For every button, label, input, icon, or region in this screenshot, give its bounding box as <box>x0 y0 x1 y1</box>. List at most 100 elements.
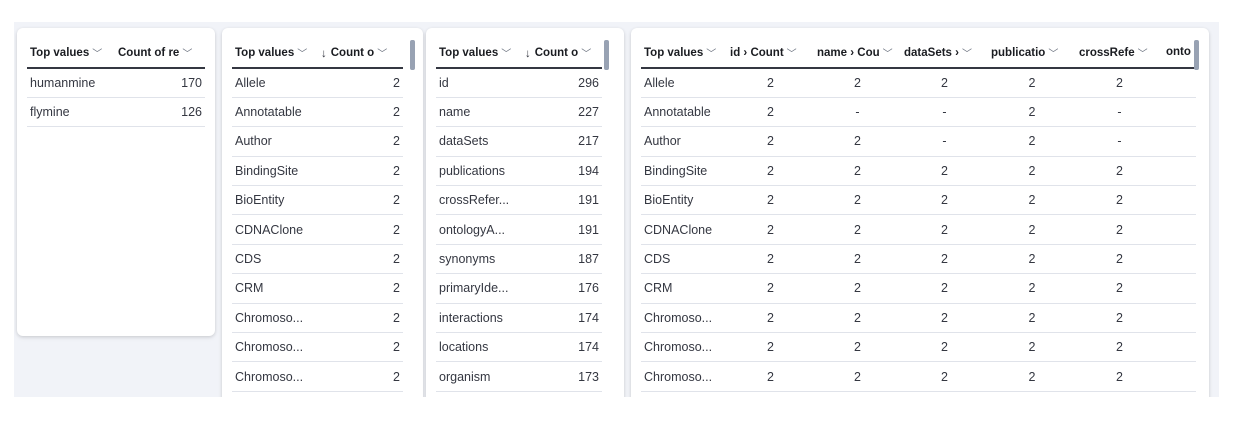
chevron-down-icon[interactable]: ﹀ <box>297 48 308 60</box>
cell-ontology-count <box>1163 156 1196 187</box>
cell-name-count: 2 <box>814 214 901 245</box>
chevron-down-icon[interactable]: ﹀ <box>377 48 388 60</box>
chevron-down-icon[interactable]: ﹀ <box>581 48 592 60</box>
column-header-ontology-count[interactable]: onto <box>1163 37 1196 69</box>
cell-datasets-count: 2 <box>901 244 988 275</box>
column-header-publications-count[interactable]: publicatio ﹀ <box>988 37 1076 69</box>
chevron-down-icon[interactable]: ﹀ <box>182 48 193 60</box>
column-header-top-values[interactable]: Top values ﹀ <box>641 37 727 69</box>
column-header-label: crossRefe <box>1079 47 1135 60</box>
chevron-down-icon[interactable]: ﹀ <box>1048 48 1059 60</box>
chevron-down-icon[interactable]: ﹀ <box>501 48 512 60</box>
cell-id-count: 2 <box>727 303 814 334</box>
cell-name-count: 2 <box>814 361 901 392</box>
cell-name-count: 2 <box>814 126 901 157</box>
datatable-panel-3: Top values ﹀ ↓ Count o ﹀ id 296 name 227 data… <box>426 28 624 397</box>
column-header-crossreferences-count[interactable]: crossRefe ﹀ <box>1076 37 1163 69</box>
cell-name-count: - <box>814 97 901 128</box>
cell-value: Annotatable <box>641 97 727 128</box>
cell-datasets-count: 2 <box>901 68 988 98</box>
vertical-scrollbar[interactable] <box>604 40 609 70</box>
cell-count: 2 <box>318 126 403 157</box>
table-row: CDS 2 <box>232 244 403 275</box>
column-header-label: Top values <box>644 47 704 60</box>
table-row: humanmine 170 <box>27 68 205 98</box>
cell-count: 2 <box>318 185 403 216</box>
chevron-down-icon[interactable]: ﹀ <box>786 48 797 60</box>
column-header-top-values[interactable]: Top values ﹀ <box>232 37 318 69</box>
cell-crossreferences-count: 2 <box>1076 273 1163 304</box>
cell-ontology-count <box>1163 332 1196 363</box>
table-row: Annotatable 2 <box>232 97 403 128</box>
column-header-count[interactable]: ↓ Count o ﹀ <box>522 37 602 69</box>
table-row: BioEntity 2 <box>232 185 403 216</box>
table-row: BioEntity 2 2 2 2 2 <box>641 185 1196 216</box>
cell-value: BioEntity <box>641 185 727 216</box>
table-row: Chromoso... 2 <box>232 361 403 392</box>
cell-count: 227 <box>522 97 602 128</box>
header-row: Top values ﹀ ↓ Count o ﹀ <box>436 37 602 69</box>
cell-value: synonyms <box>436 244 522 275</box>
cell-value: Chromoso... <box>232 332 318 363</box>
column-header-name-count[interactable]: name › Cou ﹀ <box>814 37 901 69</box>
cell-value: BioEntity <box>232 185 318 216</box>
cell-publications-count: 2 <box>988 244 1076 275</box>
cell-name-count: 2 <box>814 332 901 363</box>
table-row: BindingSite 2 2 2 2 2 <box>641 156 1196 187</box>
table-row: publications 194 <box>436 156 602 187</box>
cell-ontology-count <box>1163 303 1196 334</box>
cell-value: CDNAClone <box>641 214 727 245</box>
cell-publications-count: 2 <box>988 273 1076 304</box>
sort-descending-icon[interactable]: ↓ <box>525 47 531 60</box>
cell-value: humanmine <box>27 68 115 98</box>
cell-value: Chromoso... <box>232 303 318 334</box>
cell-value: CDNAClone <box>232 214 318 245</box>
cell-count: 217 <box>522 126 602 157</box>
datatable-1: Top values ﹀ Count of re ﹀ humanmine 170 fl… <box>27 37 205 128</box>
cell-datasets-count: 2 <box>901 214 988 245</box>
chevron-down-icon[interactable]: ﹀ <box>961 48 972 60</box>
chevron-down-icon[interactable]: ﹀ <box>882 48 893 60</box>
chevron-down-icon[interactable]: ﹀ <box>1137 48 1148 60</box>
column-header-top-values[interactable]: Top values ﹀ <box>436 37 522 69</box>
datatable-panels-area: Top values ﹀ Count of re ﹀ humanmine 170 fl… <box>14 22 1219 397</box>
cell-id-count <box>727 391 814 397</box>
column-header-top-values[interactable]: Top values ﹀ <box>27 37 115 69</box>
cell-crossreferences-count: 2 <box>1076 361 1163 392</box>
cell-value: CRM <box>641 273 727 304</box>
column-header-count[interactable]: Count of re ﹀ <box>115 37 205 69</box>
datatable-3: Top values ﹀ ↓ Count o ﹀ id 296 name 227 data… <box>436 37 602 397</box>
vertical-scrollbar[interactable] <box>410 40 415 70</box>
column-header-label: publicatio <box>991 47 1046 60</box>
cell-value: name <box>436 97 522 128</box>
cell-crossreferences-count <box>1076 391 1163 397</box>
cell-count: 126 <box>115 97 205 128</box>
cell-publications-count: 2 <box>988 156 1076 187</box>
table-row: id 296 <box>436 68 602 98</box>
cell-ontology-count <box>1163 185 1196 216</box>
table-row: Author 2 2-2- <box>641 126 1196 157</box>
cell-id-count: 2 <box>727 361 814 392</box>
cell-name-count: 2 <box>814 303 901 334</box>
cell-count: 2 <box>318 273 403 304</box>
cell-value: CRM <box>232 273 318 304</box>
column-header-count[interactable]: ↓ Count o ﹀ <box>318 37 403 69</box>
cell-value: Chromoso... <box>641 332 727 363</box>
sort-descending-icon[interactable]: ↓ <box>321 47 327 60</box>
chevron-down-icon[interactable]: ﹀ <box>706 48 717 60</box>
column-header-label: dataSets › <box>904 47 959 60</box>
cell-value: Chromoso... <box>232 361 318 392</box>
cell-count: 2 <box>318 156 403 187</box>
cell-count: 2 <box>318 332 403 363</box>
header-row: Top values ﹀ Count of re ﹀ <box>27 37 205 69</box>
chevron-down-icon[interactable]: ﹀ <box>92 48 103 60</box>
table-row: organism 173 <box>436 361 602 392</box>
column-header-id-count[interactable]: id › Count ﹀ <box>727 37 814 69</box>
cell-value: Chromoso... <box>641 361 727 392</box>
cell-crossreferences-count: - <box>1076 126 1163 157</box>
column-header-datasets-count[interactable]: dataSets › ﹀ <box>901 37 988 69</box>
cell-value: Allele <box>641 68 727 98</box>
vertical-scrollbar[interactable] <box>1194 40 1199 70</box>
column-header-label: Top values <box>235 47 295 60</box>
table-row: Annotatable 2- -2- <box>641 97 1196 128</box>
